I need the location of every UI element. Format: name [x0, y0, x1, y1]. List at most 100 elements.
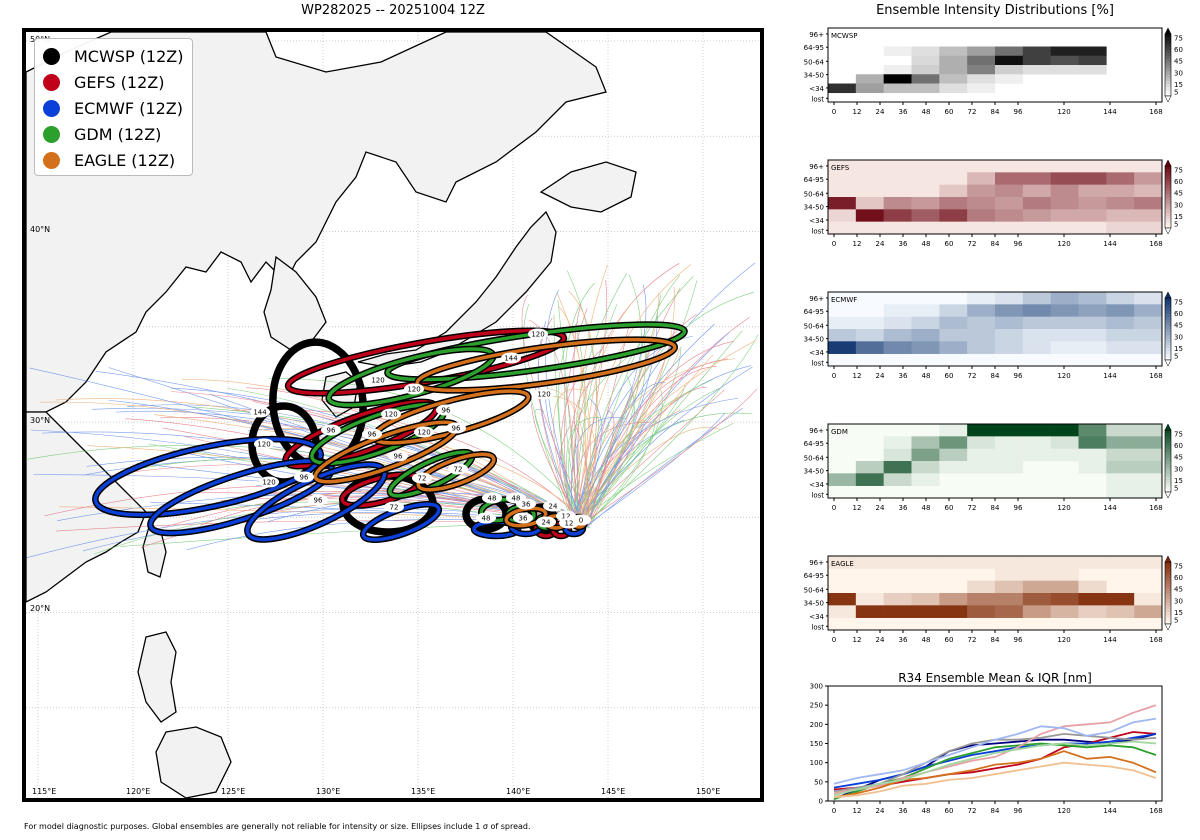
- heatmap-cell: [995, 568, 1024, 581]
- heatmap-cell: [1050, 160, 1079, 173]
- heatmap-cell: [828, 593, 857, 606]
- ensemble-track-line: [578, 265, 608, 522]
- hour-label-text: 36: [519, 515, 528, 523]
- heatmap-cell: [939, 448, 968, 462]
- r34-series-line: [833, 740, 1157, 797]
- hour-label: 120: [254, 438, 274, 450]
- heatmap-cell: [1106, 172, 1135, 185]
- heatmap-cell: [967, 424, 996, 437]
- hour-label-bg: [536, 516, 556, 528]
- legend-item-gefs: GEFS (12Z): [43, 69, 184, 95]
- colorbar-segment: [1165, 448, 1171, 452]
- heatmap-cell: [1078, 209, 1107, 222]
- colorbar-top-arrow: [1164, 555, 1172, 563]
- colorbar-segment: [1165, 89, 1171, 94]
- colorbar-segment: [1165, 193, 1171, 198]
- colorbar-segment: [1165, 593, 1171, 597]
- hour-label-bg: [448, 463, 468, 475]
- heatmap-y-tick: 96+: [809, 559, 824, 567]
- heatmap-cell: [995, 316, 1024, 330]
- colorbar-segment: [1165, 347, 1171, 351]
- heatmap-x-tick: 168: [1149, 504, 1162, 512]
- heatmap-cell: [1134, 436, 1163, 449]
- colorbar-segment: [1165, 611, 1171, 615]
- heatmap-x-tick: 12: [853, 108, 862, 116]
- heatmap-cell: [1106, 341, 1135, 354]
- hour-label: 120: [414, 426, 434, 438]
- heatmap-cell: [828, 556, 857, 569]
- heatmap-x-tick: 168: [1149, 240, 1162, 248]
- colorbar-segment: [1165, 224, 1171, 229]
- heatmap-x-tick: 36: [899, 636, 908, 644]
- track-map: 144 120 120 120 144 120 120 96 96 120 96 96 96 120 120…: [22, 28, 764, 802]
- heatmap-ecmwf: ECMWF 96+ 64-95 50-64 34-50 <34 lost 0 12 24 36 48 6…: [804, 291, 1183, 380]
- colorbar-segment: [1165, 34, 1171, 38]
- heatmap-cell: [1022, 292, 1051, 305]
- heatmap-cell: [883, 74, 912, 84]
- heatmap-x-tick: 60: [945, 108, 954, 116]
- ensemble-track-line: [26, 508, 573, 558]
- heatmap-cell: [883, 593, 912, 606]
- heatmap-x-tick: 48: [922, 504, 931, 512]
- hour-label-bg: [543, 500, 563, 512]
- legend-marker-gdm: [43, 125, 60, 143]
- heatmap-cell: [995, 221, 1024, 235]
- heatmap-y-tick: 96+: [809, 31, 824, 39]
- japan-honshu: [357, 210, 557, 368]
- heatmap-cell: [911, 160, 940, 173]
- heatmap-cell: [967, 461, 996, 474]
- r34-x-tick: 36: [899, 807, 908, 815]
- heatmap-x-tick: 24: [876, 108, 885, 116]
- colorbar-tick: 30: [1174, 69, 1183, 77]
- heatmap-cell: [967, 65, 996, 75]
- hour-label: 72: [384, 501, 404, 513]
- heatmap-cell: [911, 209, 940, 222]
- heatmap-x-tick: 84: [991, 636, 1000, 644]
- r34-x-tick: 48: [922, 807, 931, 815]
- lon-label-115e: 115°E: [32, 787, 57, 796]
- heatmap-cell: [1134, 329, 1163, 342]
- heatmap-x-tick: 84: [991, 240, 1000, 248]
- ensemble-track-line: [556, 292, 591, 525]
- hour-label-bg: [559, 517, 579, 529]
- colorbar-segment: [1165, 86, 1171, 91]
- hour-label-bg: [414, 426, 434, 438]
- heatmap-cell: [995, 160, 1024, 173]
- heatmap-cell: [883, 46, 912, 57]
- heatmap-cell: [939, 316, 968, 330]
- colorbar-segment: [1165, 206, 1171, 210]
- heatmap-cell: [939, 172, 968, 185]
- heatmap-cell: [1050, 316, 1079, 330]
- hour-label-bg: [446, 422, 466, 434]
- heatmap-cell: [1106, 605, 1135, 618]
- r34-x-tick: 12: [853, 807, 862, 815]
- colorbar-tick: 30: [1174, 465, 1183, 473]
- heatmap-cell: [911, 605, 940, 618]
- heatmap-cell: [883, 83, 912, 94]
- ensemble-track-line: [586, 408, 744, 528]
- heatmap-cell: [828, 316, 857, 330]
- uncertainty-ellipse: [148, 459, 334, 535]
- colorbar-segment: [1165, 451, 1171, 456]
- hour-label: 48: [476, 512, 496, 524]
- hour-label-bg: [321, 424, 341, 436]
- ensemble-track-line: [572, 421, 589, 525]
- colorbar-bottom-arrow: [1164, 491, 1172, 499]
- heatmap-gdm: GDM 96+ 64-95 50-64 34-50 <34 lost 0 12 24 36 48 60 7…: [804, 423, 1183, 512]
- colorbar-segment: [1165, 583, 1171, 588]
- hour-label-text: 120: [417, 429, 430, 437]
- heatmap-cell: [855, 593, 884, 606]
- colorbar-tick: 15: [1174, 609, 1183, 617]
- colorbar-top-arrow: [1164, 423, 1172, 431]
- heatmap-cell: [967, 46, 996, 57]
- colorbar-segment: [1165, 433, 1171, 437]
- hour-label-bg: [368, 374, 388, 386]
- colorbar-segment: [1165, 461, 1171, 465]
- r34-y-tick: 150: [810, 740, 823, 748]
- hour-label: 72: [448, 463, 468, 475]
- heatmap-cell: [883, 448, 912, 462]
- legend-label-ecmwf: ECMWF (12Z): [74, 98, 183, 118]
- heatmap-x-tick: 144: [1103, 504, 1117, 512]
- hour-label-bg: [412, 472, 432, 484]
- heatmap-cell: [967, 197, 996, 210]
